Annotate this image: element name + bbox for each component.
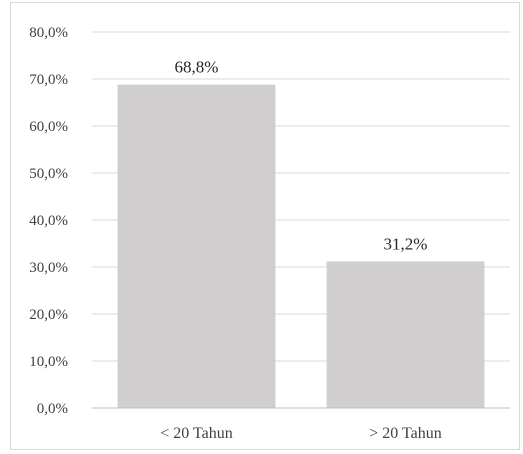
x-axis-category-labels: < 20 Tahun > 20 Tahun	[160, 425, 442, 442]
y-tick-label: 10,0%	[29, 354, 68, 370]
y-axis-tick-labels: 0,0% 10,0% 20,0% 30,0% 40,0% 50,0% 60,0% 70,0% 8…	[29, 25, 68, 417]
x-category-label: > 20 Tahun	[369, 425, 442, 442]
y-tick-label: 0,0%	[37, 401, 68, 417]
data-label: 31,2%	[384, 234, 428, 253]
y-tick-label: 20,0%	[29, 307, 68, 323]
y-tick-label: 40,0%	[29, 213, 68, 229]
y-tick-label: 70,0%	[29, 72, 68, 88]
data-labels: 68,8% 31,2%	[175, 58, 428, 254]
bars	[117, 84, 485, 408]
y-tick-label: 50,0%	[29, 166, 68, 182]
y-tick-label: 80,0%	[29, 25, 68, 41]
bar	[326, 261, 485, 408]
y-tick-label: 60,0%	[29, 119, 68, 135]
y-tick-label: 30,0%	[29, 260, 68, 276]
data-label: 68,8%	[175, 58, 219, 77]
bar	[117, 84, 276, 408]
x-category-label: < 20 Tahun	[160, 425, 233, 442]
